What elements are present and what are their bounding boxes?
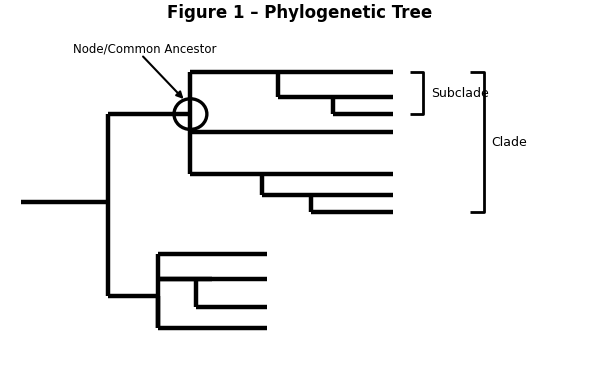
Text: Clade: Clade [492, 136, 527, 149]
Text: Node/Common Ancestor: Node/Common Ancestor [73, 43, 216, 56]
Text: Subclade: Subclade [431, 86, 489, 99]
Title: Figure 1 – Phylogenetic Tree: Figure 1 – Phylogenetic Tree [167, 4, 433, 22]
